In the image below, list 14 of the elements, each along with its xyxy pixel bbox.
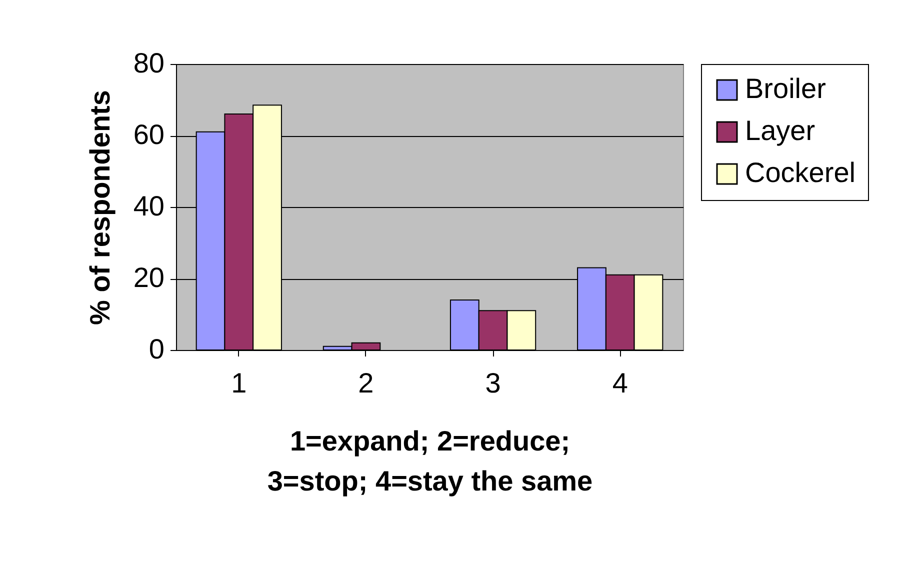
x-tick-label: 4 (612, 368, 628, 398)
x-tick-label: 2 (358, 368, 374, 398)
y-axis-title: % of respondents (84, 90, 116, 325)
x-tick-label: 3 (485, 368, 501, 398)
y-tick-label: 20 (133, 262, 164, 293)
legend-label: Cockerel (745, 157, 856, 188)
y-tick-label: 80 (133, 48, 164, 78)
y-tick-label: 60 (133, 119, 164, 150)
x-tick-label: 1 (231, 368, 247, 398)
legend-label: Layer (745, 115, 816, 146)
x-axis-title: 1=expand; 2=reduce; 3=stop; 4=stay the same (267, 426, 593, 496)
legend-label: Broiler (745, 73, 826, 104)
y-tick-label: 40 (133, 190, 164, 222)
y-tick-label: 0 (148, 334, 164, 364)
